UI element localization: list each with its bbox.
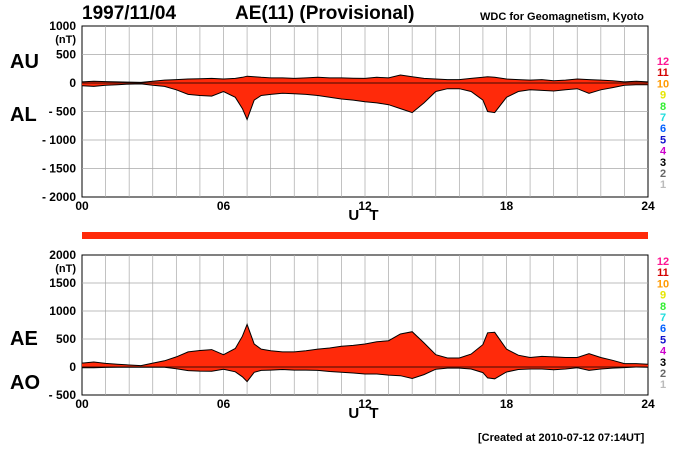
side-label-al: AL bbox=[10, 104, 37, 126]
top-xtick-label: 18 bbox=[500, 199, 514, 213]
bottom-station-scale-label: 7 bbox=[660, 312, 666, 324]
top-xtick-label: 00 bbox=[75, 199, 89, 213]
top-ytick-label: 500 bbox=[56, 48, 76, 62]
chart-date: 1997/11/04 bbox=[82, 3, 177, 24]
bottom-station-scale-label: 4 bbox=[660, 346, 667, 358]
top-station-scale-label: 7 bbox=[660, 112, 666, 124]
created-timestamp: [Created at 2010-07-12 07:14UT] bbox=[478, 432, 645, 444]
bottom-xtick-label: 12 bbox=[358, 397, 372, 411]
top-ytick-label: - 1000 bbox=[42, 133, 76, 147]
top-station-scale-label: 9 bbox=[660, 90, 666, 102]
bottom-xtick-label: 24 bbox=[641, 397, 655, 411]
bottom-station-scale-label: 5 bbox=[660, 334, 666, 346]
bottom-ytick-label: 0 bbox=[69, 360, 76, 374]
top-xtick-label: 12 bbox=[358, 199, 372, 213]
top-unit-label: (nT) bbox=[55, 34, 76, 46]
top-station-scale-label: 1 bbox=[660, 179, 666, 191]
top-xtick-label: 06 bbox=[217, 199, 231, 213]
top-xtick-label: 24 bbox=[641, 199, 655, 213]
top-ytick-label: - 500 bbox=[49, 105, 77, 119]
chart-title: AE(11) (Provisional) bbox=[235, 3, 415, 24]
side-label-ao: AO bbox=[10, 372, 40, 394]
top-station-scale-label: 3 bbox=[660, 157, 666, 169]
bottom-ytick-label: 2000 bbox=[49, 248, 76, 262]
series-line-au bbox=[81, 74, 649, 83]
top-filled-band bbox=[82, 75, 648, 120]
top-station-scale-label: 10 bbox=[657, 78, 669, 90]
bottom-station-scale-label: 11 bbox=[657, 267, 669, 279]
bottom-xaxis-label: U T bbox=[348, 405, 381, 422]
bottom-xtick-label: 18 bbox=[500, 397, 514, 411]
top-station-scale-label: 4 bbox=[660, 146, 667, 158]
bottom-station-scale-label: 10 bbox=[657, 278, 669, 290]
series-line-ae bbox=[81, 322, 649, 367]
top-station-scale-label: 2 bbox=[660, 168, 666, 180]
series-line-ao bbox=[82, 366, 649, 383]
top-ytick-label: 0 bbox=[69, 76, 76, 90]
bottom-xtick-label: 00 bbox=[75, 397, 89, 411]
top-station-scale-label: 6 bbox=[660, 123, 666, 135]
top-ytick-label: - 1500 bbox=[42, 162, 76, 176]
bottom-xtick-label: 06 bbox=[217, 397, 231, 411]
top-station-scale-label: 8 bbox=[660, 101, 666, 113]
top-station-scale-label: 12 bbox=[657, 56, 669, 68]
bottom-ytick-label: - 500 bbox=[49, 388, 77, 402]
bottom-ytick-label: 1500 bbox=[49, 276, 76, 290]
side-label-au: AU bbox=[10, 51, 39, 73]
bottom-station-scale-label: 3 bbox=[660, 357, 666, 369]
bottom-ytick-label: 1000 bbox=[49, 304, 76, 318]
bottom-station-scale-label: 1 bbox=[660, 379, 666, 391]
bottom-station-scale-label: 8 bbox=[660, 301, 666, 313]
bottom-station-scale-label: 9 bbox=[660, 290, 666, 302]
bottom-station-scale-label: 12 bbox=[657, 256, 669, 268]
top-station-scale-label: 11 bbox=[657, 67, 669, 79]
data-source: WDC for Geomagnetism, Kyoto bbox=[480, 11, 644, 23]
series-line-al bbox=[81, 83, 648, 121]
side-label-ae: AE bbox=[10, 328, 38, 350]
data-coverage-bar bbox=[82, 232, 648, 239]
bottom-ytick-label: 500 bbox=[56, 332, 76, 346]
top-ytick-label: - 2000 bbox=[42, 190, 76, 204]
bottom-unit-label: (nT) bbox=[55, 263, 76, 275]
bottom-station-scale-label: 6 bbox=[660, 323, 666, 335]
top-xaxis-label: U T bbox=[348, 207, 381, 224]
top-station-scale-label: 5 bbox=[660, 134, 666, 146]
top-ytick-label: 1000 bbox=[49, 19, 76, 33]
bottom-station-scale-label: 2 bbox=[660, 368, 666, 380]
